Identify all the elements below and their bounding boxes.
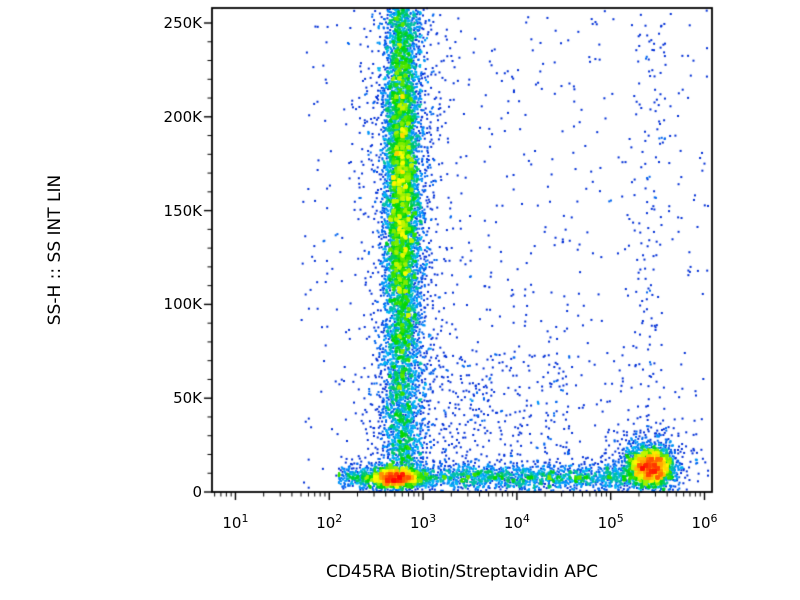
x-tick-label: 104: [503, 512, 530, 532]
x-axis-title: CD45RA Biotin/Streptavidin APC: [325, 562, 599, 582]
x-tick-label: 101: [222, 512, 249, 532]
x-tick-label: 103: [410, 512, 437, 532]
y-tick-label: 100K: [163, 295, 202, 314]
y-tick-label: 0: [192, 483, 202, 501]
x-tick-label: 106: [691, 512, 718, 532]
y-tick-label: 250K: [163, 14, 202, 32]
x-tick-label: 102: [316, 512, 343, 532]
y-tick-label: 50K: [173, 389, 202, 408]
y-tick-label: 200K: [163, 107, 202, 126]
y-axis-title: SS-H :: SS INT LIN: [45, 174, 65, 326]
y-tick-label: 150K: [163, 201, 202, 220]
x-tick-label: 105: [597, 512, 624, 532]
